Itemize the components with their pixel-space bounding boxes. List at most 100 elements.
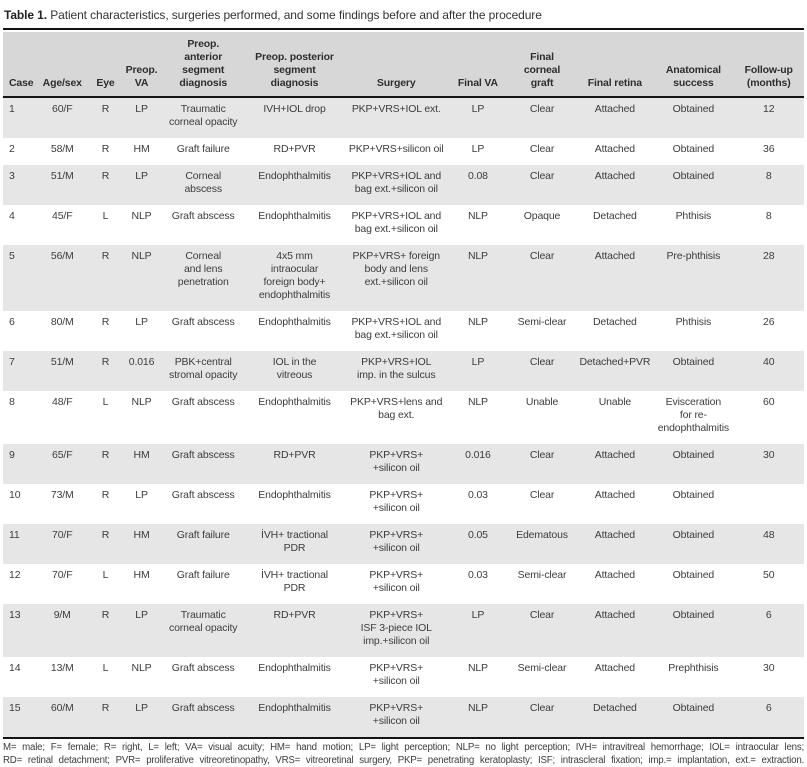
table-cell: 50	[733, 564, 804, 604]
table-cell: Graft abscess	[162, 484, 245, 524]
table-cell: LP	[122, 97, 162, 138]
table-cell: Obtained	[653, 484, 733, 524]
table-cell: 65/F	[35, 444, 89, 484]
table-cell: 13/M	[35, 657, 89, 697]
table-cell: R	[89, 245, 121, 311]
table-cell: 8	[733, 165, 804, 205]
table-cell: PKP+VRS+IOL and bag ext.+silicon oil	[344, 165, 448, 205]
table-cell: NLP	[122, 245, 162, 311]
table-cell: Attached	[576, 564, 653, 604]
table-cell: Semi-clear	[508, 657, 577, 697]
table-cell: Obtained	[653, 564, 733, 604]
table-cell: 3	[3, 165, 35, 205]
column-header: Eye	[89, 32, 121, 97]
table-cell: 51/M	[35, 165, 89, 205]
table-cell: Unable	[508, 391, 577, 444]
column-header: Preop. VA	[122, 32, 162, 97]
table-cell: Graft failure	[162, 524, 245, 564]
column-header: Preop. posterior segment diagnosis	[245, 32, 344, 97]
table-cell: 5	[3, 245, 35, 311]
table-cell: 4	[3, 205, 35, 245]
table-cell: Attached	[576, 604, 653, 657]
table-cell: Attached	[576, 484, 653, 524]
table-cell: Clear	[508, 165, 577, 205]
table-cell: Obtained	[653, 524, 733, 564]
table-cell: 0.016	[122, 351, 162, 391]
table-cell: PKP+VRS+ +silicon oil	[344, 657, 448, 697]
table-cell: Obtained	[653, 444, 733, 484]
column-header: Final VA	[448, 32, 507, 97]
table-cell: 6	[3, 311, 35, 351]
table-cell: LP	[448, 604, 507, 657]
table-cell: Detached	[576, 311, 653, 351]
table-cell: Clear	[508, 484, 577, 524]
table-cell: Semi-clear	[508, 564, 577, 604]
table-cell: R	[89, 484, 121, 524]
table-cell: Graft abscess	[162, 311, 245, 351]
table-cell: NLP	[448, 245, 507, 311]
table-cell: 36	[733, 138, 804, 165]
table-cell: Edematous	[508, 524, 577, 564]
table-cell: Obtained	[653, 165, 733, 205]
table-cell: PKP+VRS+ +silicon oil	[344, 484, 448, 524]
table-cell: RD+PVR	[245, 444, 344, 484]
table-cell: 11	[3, 524, 35, 564]
table-cell: Attached	[576, 657, 653, 697]
table-cell: Attached	[576, 138, 653, 165]
table-cell: PKP+VRS+IOL imp. in the sulcus	[344, 351, 448, 391]
table-cell: RD+PVR	[245, 138, 344, 165]
table-cell: Obtained	[653, 604, 733, 657]
table-cell: LP	[122, 311, 162, 351]
table-cell: 26	[733, 311, 804, 351]
table-cell: Clear	[508, 138, 577, 165]
table-cell: LP	[122, 697, 162, 738]
table-cell: 48/F	[35, 391, 89, 444]
table-footnote: M= male; F= female; R= right, L= left; V…	[3, 739, 804, 767]
table-cell: Graft abscess	[162, 391, 245, 444]
table-cell: Prephthisis	[653, 657, 733, 697]
table-cell: Corneal abscess	[162, 165, 245, 205]
table-cell: Detached	[576, 697, 653, 738]
table-cell: 10	[3, 484, 35, 524]
table-cell: Traumatic corneal opacity	[162, 97, 245, 138]
table-cell: 56/M	[35, 245, 89, 311]
table-cell: Attached	[576, 444, 653, 484]
table-cell: İVH+ tractional PDR	[245, 524, 344, 564]
table-cell: Corneal and lens penetration	[162, 245, 245, 311]
table-cell: 0.03	[448, 484, 507, 524]
table-cell: NLP	[122, 205, 162, 245]
table-cell: 28	[733, 245, 804, 311]
table-cell: R	[89, 311, 121, 351]
table-cell: HM	[122, 564, 162, 604]
table-cell: 6	[733, 697, 804, 738]
column-header: Age/sex	[35, 32, 89, 97]
table-cell: 14	[3, 657, 35, 697]
table-cell: Clear	[508, 604, 577, 657]
table-cell: 40	[733, 351, 804, 391]
table-cell: R	[89, 97, 121, 138]
table-cell: 80/M	[35, 311, 89, 351]
table-cell: Endophthalmitis	[245, 311, 344, 351]
table-cell: HM	[122, 444, 162, 484]
table-cell: Graft failure	[162, 564, 245, 604]
table-cell: NLP	[448, 391, 507, 444]
table-cell: IVH+IOL drop	[245, 97, 344, 138]
table-cell: NLP	[448, 657, 507, 697]
column-header: Anatomical success	[653, 32, 733, 97]
title-divider	[3, 28, 804, 30]
